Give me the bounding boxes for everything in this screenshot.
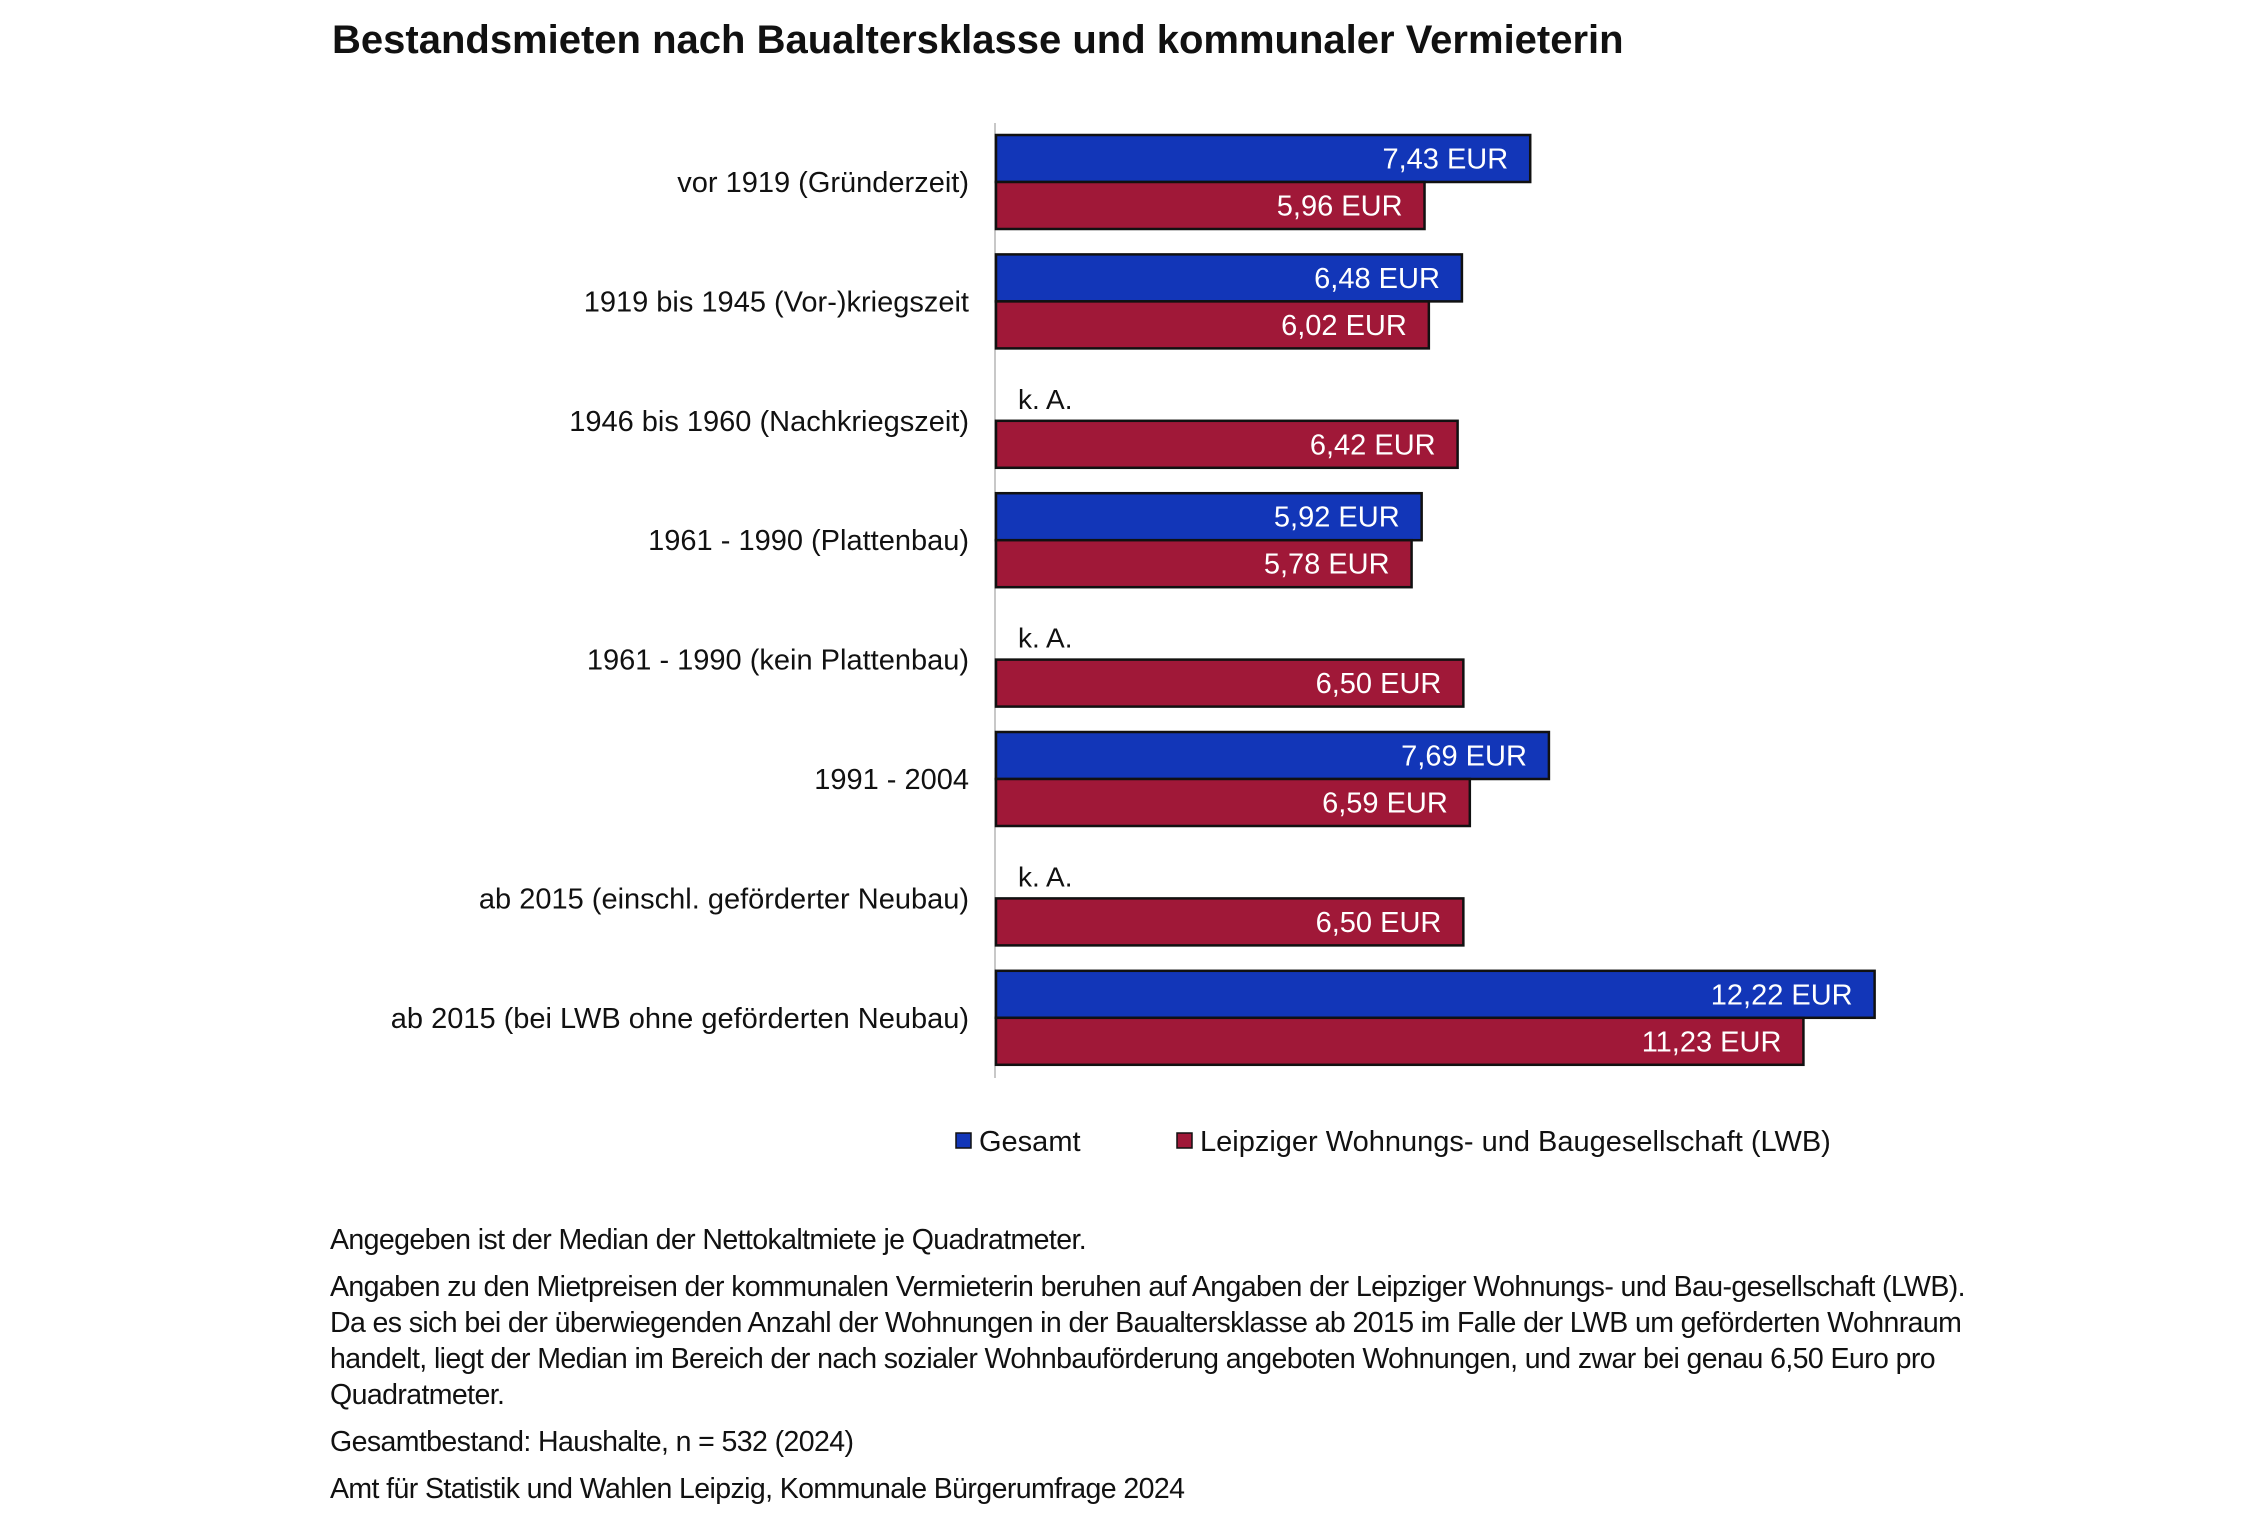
bar-gesamt (994, 730, 1551, 781)
legend-label: Gesamt (979, 1126, 1081, 1158)
bar-lwb (994, 658, 1465, 708)
data-label: 6,50 EUR (1316, 907, 1442, 939)
category-label: ab 2015 (einschl. geförderter Neubau) (479, 883, 969, 915)
chart-notes: Angegeben ist der Median der Nettokaltmi… (330, 1222, 1970, 1518)
bar-gesamt (994, 253, 1464, 303)
data-label: 12,22 EUR (1711, 979, 1853, 1011)
note-lwb-source: Angaben zu den Mietpreisen der kommunale… (330, 1271, 1966, 1411)
category-label: 1961 - 1990 (Plattenbau) (648, 525, 969, 557)
category-label: 1991 - 2004 (814, 764, 969, 796)
bar-lwb (994, 300, 1431, 350)
data-label: 6,02 EUR (1281, 310, 1407, 342)
data-label: 11,23 EUR (1642, 1026, 1782, 1058)
category-label: 1919 bis 1945 (Vor-)kriegszeit (584, 286, 969, 318)
data-label: 7,69 EUR (1401, 741, 1527, 773)
bar-gesamt (994, 133, 1532, 184)
bar-lwb (994, 777, 1472, 828)
no-data-label: k. A. (1018, 384, 1072, 415)
category-label: 1961 - 1990 (kein Plattenbau) (587, 645, 969, 677)
bar-lwb (994, 538, 1413, 589)
data-label: 6,50 EUR (1316, 668, 1442, 700)
data-label: 5,92 EUR (1274, 502, 1400, 534)
data-label: 5,78 EUR (1264, 549, 1390, 581)
note-source: Amt für Statistik und Wahlen Leipzig, Ko… (330, 1473, 1185, 1505)
bar-lwb (994, 897, 1465, 947)
bar-lwb (994, 1016, 1805, 1067)
no-data-label: k. A. (1018, 861, 1072, 892)
legend-swatch (1176, 1132, 1193, 1149)
note-sample: Gesamtbestand: Haushalte, n = 532 (2024) (330, 1426, 854, 1458)
bar-gesamt (994, 491, 1423, 542)
bar-lwb (994, 419, 1459, 470)
note-median: Angegeben ist der Median der Nettokaltmi… (330, 1224, 1087, 1256)
legend-swatch (955, 1132, 972, 1149)
no-data-label: k. A. (1018, 623, 1072, 654)
bar-chart: vor 1919 (Gründerzeit) 7,43 EUR 5,96 EUR 19… (391, 123, 1876, 1158)
data-label: 5,96 EUR (1277, 191, 1403, 223)
data-label: 7,43 EUR (1382, 144, 1508, 176)
chart-title: Bestandsmieten nach Baualtersklasse und … (332, 18, 1624, 62)
data-label: 6,59 EUR (1322, 788, 1448, 820)
category-label: ab 2015 (bei LWB ohne geförderten Neubau… (391, 1003, 969, 1035)
legend-label: Leipziger Wohnungs- und Baugesellschaft … (1200, 1126, 1831, 1158)
data-label: 6,42 EUR (1310, 429, 1436, 461)
bar-gesamt (994, 969, 1876, 1020)
category-label: vor 1919 (Gründerzeit) (677, 167, 969, 199)
category-label: 1946 bis 1960 (Nachkriegszeit) (569, 406, 969, 438)
data-label: 6,48 EUR (1314, 263, 1440, 295)
bar-lwb (994, 180, 1426, 231)
